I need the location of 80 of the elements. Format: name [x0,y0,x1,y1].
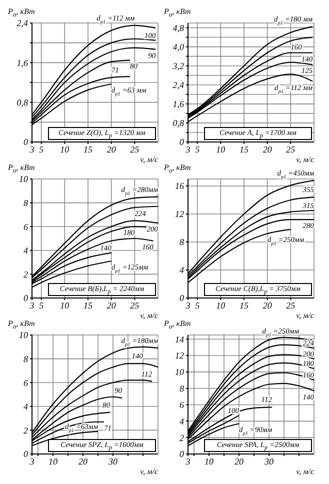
x-tick-label: 30 [264,456,274,466]
y-tick-label: 0 [24,449,28,460]
x-axis-title: v, м/с [140,155,158,164]
y-tick-label: 8 [24,354,28,364]
y-tick-label: 2,4 [16,18,28,28]
y-tick-label: 4,0 [172,42,184,52]
x-axis-title: v, м/с [296,311,314,320]
y-tick-label: 8 [24,198,28,208]
x-tick-label: 5 [39,144,44,154]
y-tick-label: 6 [24,222,28,232]
x-tick-label: 5 [39,300,44,310]
x-tick-label: 10 [216,300,226,310]
y-tick-label: 16 [175,181,184,192]
y-tick-label: 1,6 [16,58,28,68]
y-axis-title: P$_{o}$, кВт [8,163,35,175]
x-tick-label: 15 [84,144,93,154]
x-tick-label: 25 [286,144,296,154]
y-axis-title: P$_{o}$, кВт [164,163,191,175]
y-tick-label: 10 [175,367,184,378]
x-tick-label: 3 [28,300,35,310]
y-tick-label: 4 [180,416,184,426]
x-tick-label: 10 [204,456,214,466]
x-tick-label: 5 [195,300,200,310]
y-tick-label: 10 [19,330,28,340]
x-tick-label: 3 [184,144,191,154]
y-axis-title: P$_{o}$, кВт [164,319,191,331]
y-tick-label: 6 [24,378,28,388]
y-tick-label: 8 [180,384,184,394]
x-tick-label: 5 [195,144,200,154]
x-tick-label: 15 [240,300,249,310]
y-tick-label: 6 [180,400,184,410]
x-tick-label: 30 [108,456,118,466]
x-tick-label: 20 [78,456,88,466]
y-tick-label: 14 [175,334,184,344]
y-tick-label: 0,8 [172,118,184,128]
x-tick-label: 10 [48,456,58,466]
x-tick-label: 25 [130,144,140,154]
y-tick-label: 0 [24,293,28,304]
x-tick-label: 3 [28,456,35,466]
x-tick-label: 10 [60,144,70,154]
x-tick-label: 20 [106,144,116,154]
y-tick-label: 12 [175,209,184,220]
x-tick-label: 15 [84,300,93,310]
x-tick-label: 25 [130,300,140,310]
y-tick-label: 0 [180,137,184,148]
x-axis-title: v, м/с [140,467,158,476]
y-tick-label: 8 [180,237,184,248]
x-tick-label: 20 [262,300,272,310]
x-tick-label: 25 [286,300,296,310]
x-tick-label: 15 [240,144,249,154]
x-axis-title: v, м/с [296,155,314,164]
y-axis-title: P$_{o}$, кВт [8,319,35,331]
y-tick-label: 3,2 [172,61,184,72]
y-tick-label: 12 [175,350,184,361]
x-tick-label: 10 [60,300,70,310]
x-tick-label: 20 [262,144,272,154]
y-tick-label: 4 [24,402,28,412]
y-tick-label: 0 [180,449,184,460]
y-tick-label: 2 [24,425,28,436]
x-axis-title: v, м/с [296,467,314,476]
y-axis-title: P$_{o}$, кВт [164,7,191,19]
y-tick-label: 0,8 [16,98,28,108]
y-tick-label: 0 [24,137,28,148]
x-axis-title: v, м/с [140,311,158,320]
y-tick-label: 4 [180,265,184,276]
x-tick-label: 3 [28,144,35,154]
x-tick-label: 20 [234,456,244,466]
y-axis-title: P$_{o}$, кВт [8,7,35,19]
y-tick-label: 4 [24,246,28,256]
y-tick-label: 2 [180,432,184,443]
y-tick-label: 2 [24,269,28,280]
x-tick-label: 3 [184,456,191,466]
y-tick-label: 4,8 [172,22,184,33]
y-tick-label: 10 [19,174,28,184]
x-tick-label: 3 [184,300,191,310]
y-tick-label: 2,4 [172,80,184,90]
y-tick-label: 1,6 [172,99,184,110]
x-tick-label: 10 [216,144,226,154]
y-tick-label: 0 [180,293,184,304]
x-tick-label: 20 [106,300,116,310]
